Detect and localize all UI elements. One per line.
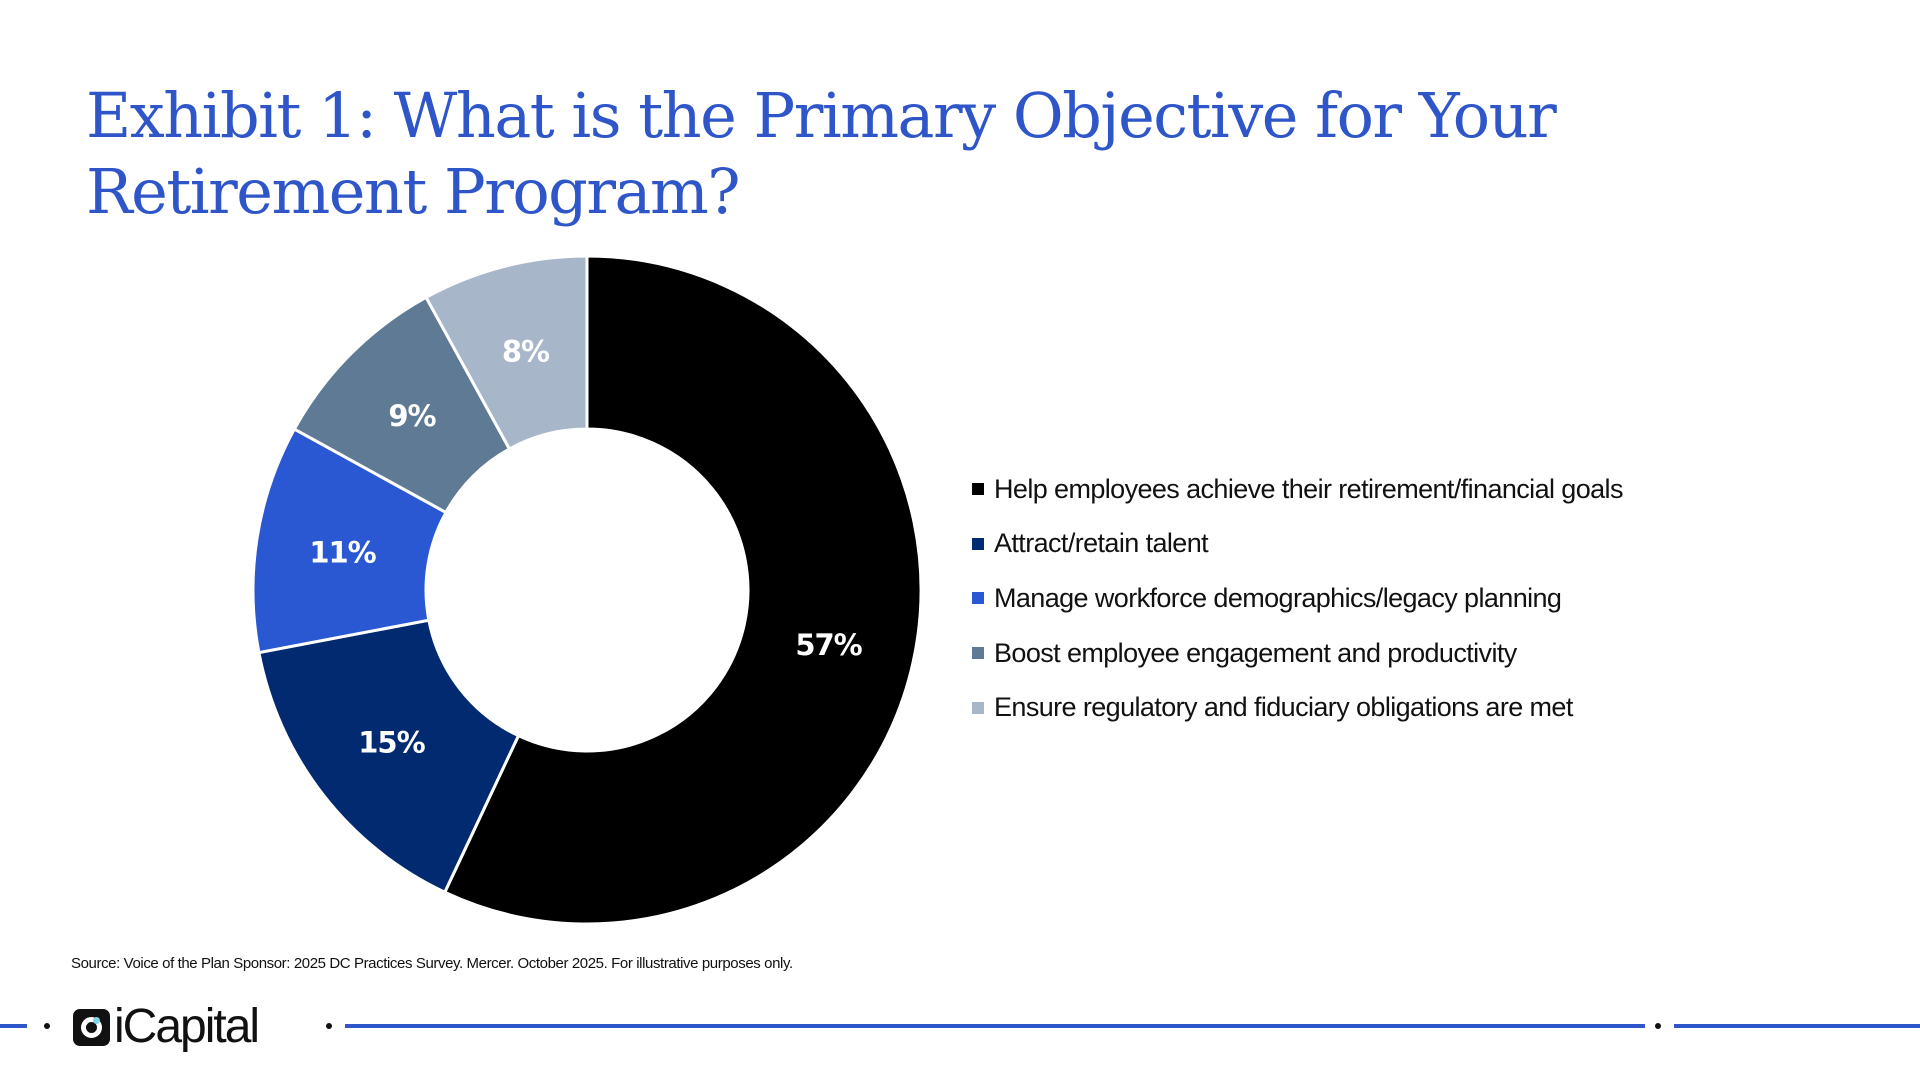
legend-item: Manage workforce demographics/legacy pla… bbox=[972, 571, 1623, 626]
legend-swatch bbox=[972, 701, 984, 714]
data-label: 8% bbox=[502, 334, 550, 368]
data-label: 15% bbox=[358, 726, 425, 760]
icapital-logo: iCapital bbox=[73, 1000, 260, 1053]
donut-slice bbox=[257, 618, 521, 895]
legend-item: Attract/retain talent bbox=[972, 517, 1623, 572]
footer-line-right bbox=[1674, 1024, 1920, 1028]
legend-label: Ensure regulatory and fiduciary obligati… bbox=[994, 692, 1573, 723]
legend-label: Help employees achieve their retirement/… bbox=[994, 473, 1623, 504]
donut-slice bbox=[442, 254, 923, 926]
legend-swatch bbox=[972, 483, 984, 496]
legend-item: Ensure regulatory and fiduciary obligati… bbox=[972, 680, 1623, 735]
data-label: 11% bbox=[309, 535, 376, 569]
legend-item: Help employees achieve their retirement/… bbox=[972, 462, 1623, 517]
data-label: 9% bbox=[388, 399, 436, 433]
footer-line-left bbox=[0, 1024, 27, 1028]
legend-swatch bbox=[972, 537, 984, 550]
footer-dot bbox=[1655, 1023, 1661, 1029]
footer-dot bbox=[44, 1023, 50, 1029]
donut-chart: 57% 15% 11% 9% 8% bbox=[251, 254, 923, 926]
donut-slice bbox=[251, 427, 448, 655]
legend-swatch bbox=[972, 647, 984, 660]
source-note: Source: Voice of the Plan Sponsor: 2025 … bbox=[71, 955, 793, 972]
footer-line-middle bbox=[345, 1024, 1645, 1028]
legend-label: Attract/retain talent bbox=[994, 528, 1209, 559]
icapital-logo-icon bbox=[73, 1008, 110, 1046]
donut-slice bbox=[424, 254, 589, 451]
legend-label: Boost employee engagement and productivi… bbox=[994, 637, 1517, 668]
legend-swatch bbox=[972, 592, 984, 605]
legend-item: Boost employee engagement and productivi… bbox=[972, 626, 1623, 681]
footer-dot bbox=[326, 1023, 332, 1029]
legend: Help employees achieve their retirement/… bbox=[972, 462, 1623, 735]
logo-text: iCapital bbox=[114, 1000, 260, 1053]
chart-title: Exhibit 1: What is the Primary Objective… bbox=[86, 79, 1557, 228]
legend-label: Manage workforce demographics/legacy pla… bbox=[994, 582, 1562, 613]
data-label: 57% bbox=[795, 628, 862, 662]
